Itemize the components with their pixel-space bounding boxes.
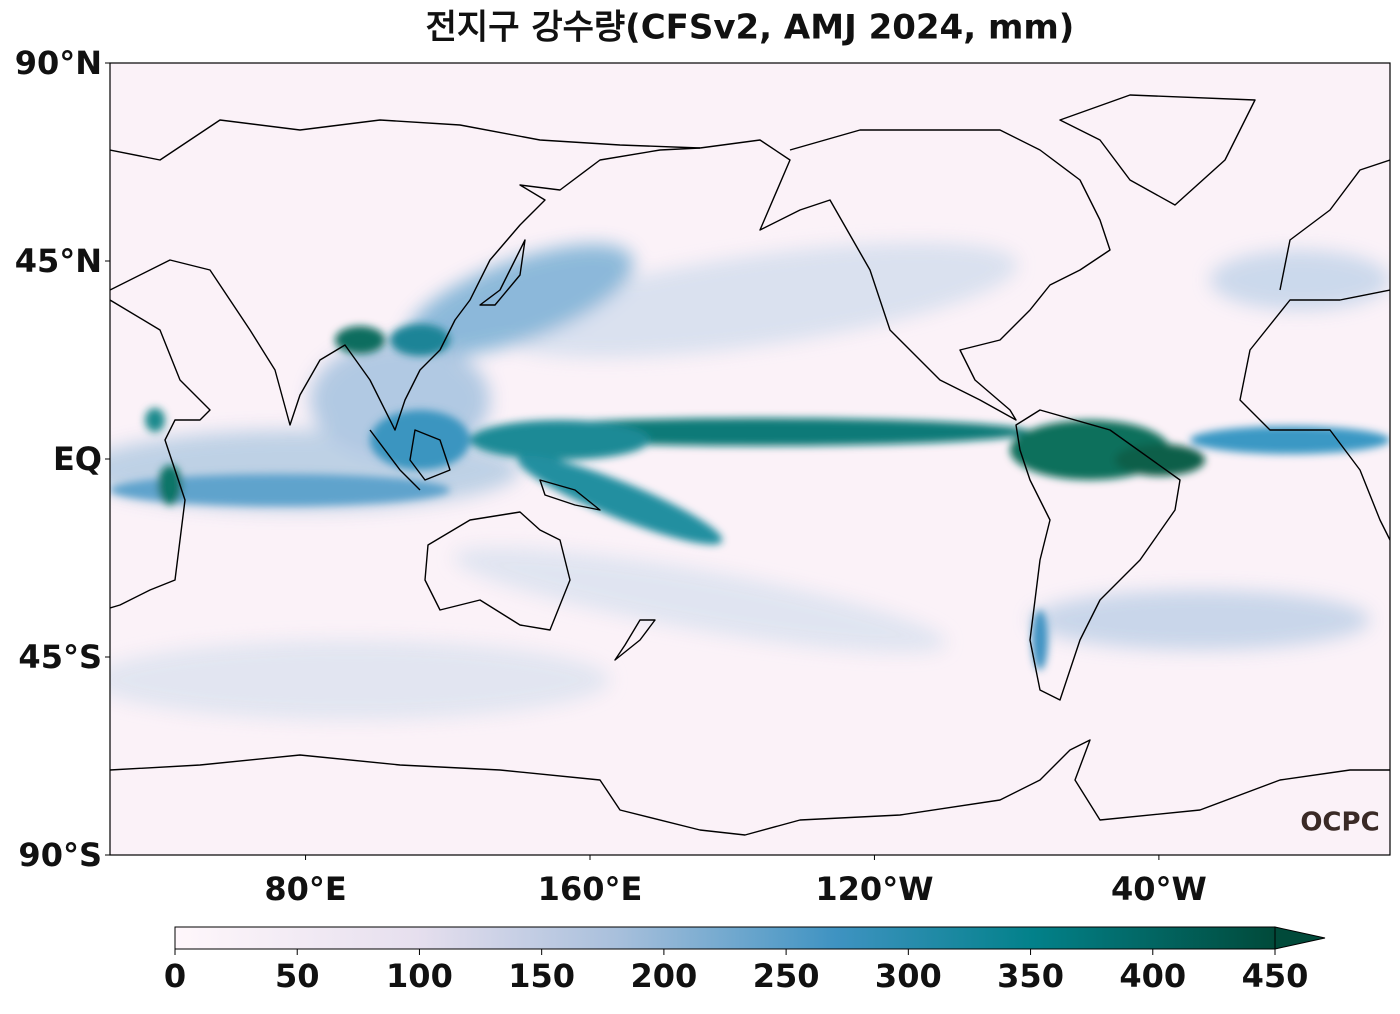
lat-tick-label: 45°N	[15, 242, 102, 280]
colorbar-extend	[1274, 926, 1326, 950]
coastlines	[110, 94, 1390, 836]
precip-field	[110, 63, 1390, 855]
colorbar-tick-label: 250	[753, 957, 820, 995]
colorbar-tick-label: 450	[1242, 957, 1309, 995]
colorbar-tick-label: 350	[997, 957, 1064, 995]
lon-tick-label: 120°W	[815, 870, 933, 908]
colorbar-tick-label: 0	[164, 957, 186, 995]
lat-tick-label: 90°N	[15, 44, 102, 82]
colorbar-tick-label: 50	[275, 957, 320, 995]
colorbar	[174, 926, 1276, 950]
colorbar-tick-label: 150	[508, 957, 575, 995]
lon-tick-label: 160°E	[538, 870, 643, 908]
lon-tick-label: 80°E	[264, 870, 346, 908]
colorbar-tick-label: 300	[875, 957, 942, 995]
lat-tick-label: 45°S	[18, 638, 102, 676]
colorbar-tick-label: 100	[386, 957, 453, 995]
map-title: 전지구 강수량(CFSv2, AMJ 2024, mm)	[426, 8, 1075, 48]
lat-tick-label: 90°S	[18, 836, 102, 874]
logo: OCPC	[1300, 808, 1379, 838]
lon-tick-label: 40°W	[1111, 870, 1207, 908]
lat-tick-label: EQ	[53, 440, 102, 478]
colorbar-tick-label: 200	[630, 957, 697, 995]
colorbar-tick-label: 400	[1119, 957, 1186, 995]
